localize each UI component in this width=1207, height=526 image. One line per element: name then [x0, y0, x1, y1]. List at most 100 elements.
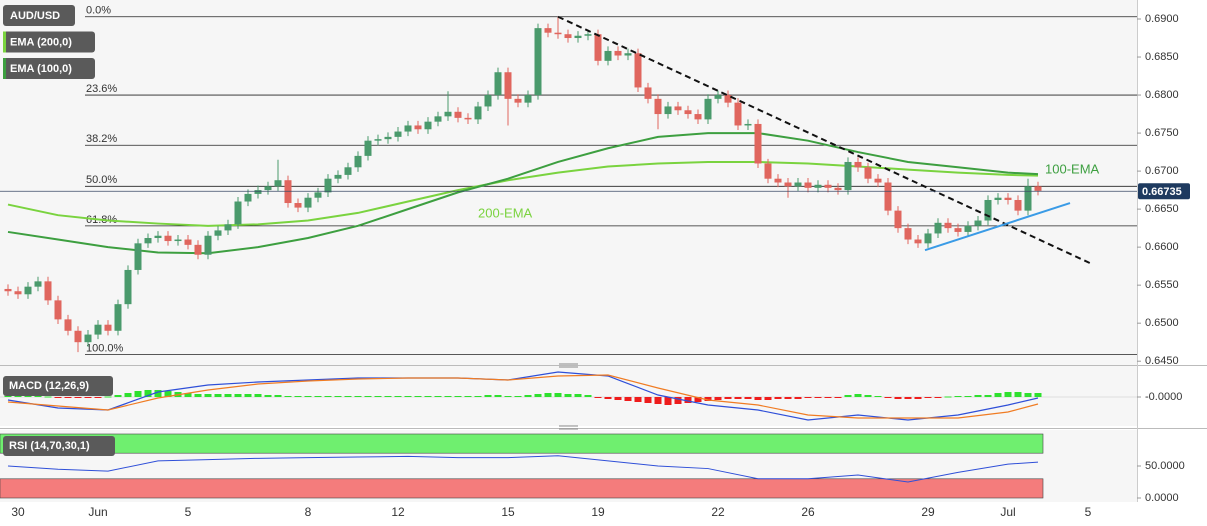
candle-body: [754, 123, 762, 164]
candle-body: [954, 228, 962, 232]
resize-grip[interactable]: [559, 363, 578, 368]
macd-histogram-bar: [404, 396, 412, 397]
rsi-band: [0, 433, 1044, 454]
candle-body: [744, 123, 752, 126]
macd-histogram-bar: [194, 394, 202, 397]
macd-histogram-bar: [124, 393, 132, 397]
resize-grip[interactable]: [559, 425, 578, 430]
macd-histogram-bar: [614, 397, 622, 400]
candle-body: [824, 184, 832, 188]
candle-body: [134, 243, 142, 270]
macd-histogram-bar: [94, 397, 102, 398]
macd-histogram-bar: [654, 397, 662, 404]
candle-body: [984, 199, 992, 221]
candle-body: [154, 235, 162, 239]
candle-body: [864, 167, 872, 179]
candle-body: [584, 34, 592, 36]
candle-body: [424, 121, 432, 130]
macd-histogram-bar: [214, 394, 222, 397]
candle-body: [654, 98, 662, 115]
y-tick-label: 50.0000: [1145, 460, 1185, 472]
macd-histogram-bar: [534, 394, 542, 397]
candle-body: [354, 155, 362, 168]
candle-body: [724, 95, 732, 103]
macd-histogram-bar: [514, 396, 522, 397]
rsi-band: [0, 478, 1044, 499]
macd-histogram-bar: [34, 396, 42, 397]
candle-body: [734, 102, 742, 126]
legend-box[interactable]: [3, 5, 75, 26]
candle-body: [614, 50, 622, 56]
macd-histogram-bar: [814, 397, 822, 398]
macd-histogram-bar: [1024, 393, 1032, 397]
macd-histogram-bar: [74, 397, 82, 398]
macd-histogram-bar: [794, 397, 802, 399]
candle-body: [124, 269, 132, 305]
y-tick-label: 0.6500: [1145, 317, 1179, 329]
candle-body: [204, 235, 212, 255]
x-tick-label: 15: [501, 505, 515, 519]
macd-histogram-bar: [634, 397, 642, 402]
candle-body: [264, 186, 272, 191]
x-tick-label: 5: [1085, 505, 1092, 519]
macd-histogram-bar: [454, 396, 462, 397]
current-price-label: 0.66735: [1142, 186, 1182, 198]
macd-histogram-bar: [274, 395, 282, 397]
macd-histogram-bar: [444, 396, 452, 397]
macd-histogram-bar: [724, 397, 732, 399]
ema-annotation: 200-EMA: [478, 205, 533, 220]
candle-body: [24, 286, 32, 295]
macd-histogram-bar: [834, 397, 842, 398]
candle-body: [604, 50, 612, 61]
macd-histogram-bar: [624, 397, 632, 401]
macd-histogram-bar: [544, 393, 552, 397]
macd-histogram-bar: [594, 397, 602, 398]
candle-body: [934, 222, 942, 234]
ema-annotation: 100-EMA: [1045, 161, 1100, 176]
ema-line: [7, 132, 1039, 255]
candle-body: [774, 178, 782, 183]
macd-histogram-bar: [344, 396, 352, 397]
macd-histogram-bar: [1014, 392, 1022, 397]
candle-body: [534, 28, 542, 96]
candle-body: [804, 182, 812, 188]
macd-histogram-bar: [24, 396, 32, 397]
x-tick-label: 5: [185, 505, 192, 519]
macd-histogram-bar: [414, 396, 422, 397]
y-tick-label: 0.6450: [1145, 355, 1179, 367]
candle-body: [904, 228, 912, 240]
macd-histogram-bar: [924, 397, 932, 398]
macd-histogram-bar: [394, 396, 402, 397]
y-tick-label: -0.0000: [1145, 391, 1182, 403]
macd-histogram-bar: [804, 397, 812, 398]
candle-body: [144, 238, 152, 244]
macd-histogram-bar: [374, 396, 382, 397]
candle-body: [444, 111, 452, 117]
macd-histogram-bar: [4, 396, 12, 397]
macd-histogram-bar: [234, 394, 242, 397]
macd-histogram-bar: [314, 396, 322, 397]
x-tick-label: Jul: [1000, 505, 1015, 519]
macd-histogram-bar: [954, 396, 962, 397]
legend-box[interactable]: [3, 58, 95, 79]
macd-histogram-bar: [134, 391, 142, 397]
candle-body: [924, 233, 932, 244]
x-tick-label: 29: [921, 505, 935, 519]
macd-histogram-bar: [574, 394, 582, 397]
macd-histogram-bar: [54, 397, 62, 398]
macd-histogram-bar: [584, 395, 592, 397]
candle-body: [634, 53, 642, 88]
price-pane: [0, 0, 1137, 365]
macd-histogram-bar: [504, 396, 512, 397]
macd-histogram-bar: [784, 397, 792, 399]
legend-box[interactable]: [3, 31, 95, 53]
candle-body: [894, 210, 902, 229]
x-tick-label: 8: [305, 505, 312, 519]
macd-histogram-bar: [144, 390, 152, 397]
candle-body: [164, 235, 172, 242]
macd-histogram-bar: [704, 397, 712, 401]
macd-histogram-bar: [984, 395, 992, 397]
candle-body: [324, 178, 332, 193]
candle-body: [334, 174, 342, 179]
